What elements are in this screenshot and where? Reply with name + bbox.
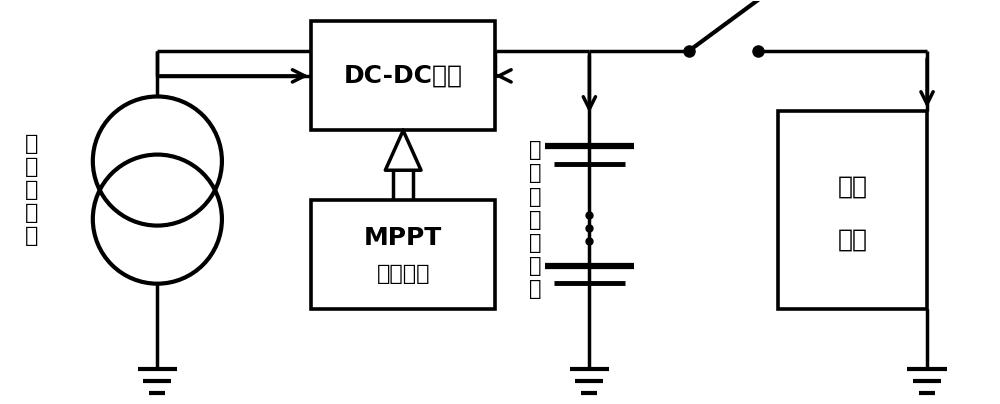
Circle shape	[93, 97, 222, 225]
Polygon shape	[385, 130, 421, 170]
Text: MPPT: MPPT	[364, 226, 442, 250]
Bar	[311, 200, 495, 309]
Text: 锂
离
子
蓄
电
池
组: 锂 离 子 蓄 电 池 组	[529, 140, 541, 299]
Text: DC-DC电路: DC-DC电路	[344, 64, 463, 88]
Circle shape	[93, 155, 222, 284]
Bar	[311, 21, 495, 130]
Text: 负载: 负载	[838, 228, 868, 252]
Text: 太
阳
电
池
阵: 太 阳 电 池 阵	[25, 134, 38, 246]
Text: 控制电路: 控制电路	[376, 264, 430, 284]
Text: 动力: 动力	[838, 174, 868, 198]
Bar	[778, 111, 927, 309]
